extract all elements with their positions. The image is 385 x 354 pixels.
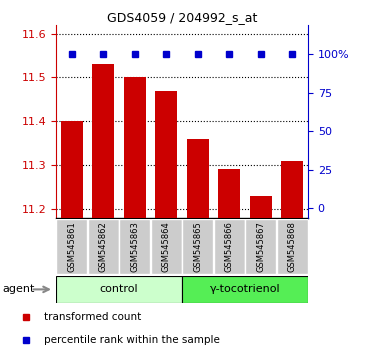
Bar [124,78,146,218]
Text: GSM545864: GSM545864 [162,222,171,272]
Title: GDS4059 / 204992_s_at: GDS4059 / 204992_s_at [107,11,257,24]
Text: GSM545863: GSM545863 [130,222,139,272]
Text: GSM545862: GSM545862 [99,222,108,272]
FancyBboxPatch shape [151,219,182,274]
Text: agent: agent [2,284,34,295]
FancyBboxPatch shape [182,219,213,274]
Text: GSM545866: GSM545866 [225,222,234,272]
Text: GSM545868: GSM545868 [288,222,297,272]
Bar [187,139,209,218]
Bar [155,91,177,218]
Text: transformed count: transformed count [44,312,141,322]
FancyBboxPatch shape [119,219,150,274]
Text: γ-tocotrienol: γ-tocotrienol [210,284,280,295]
Bar [218,170,240,218]
Text: GSM545865: GSM545865 [193,222,202,272]
Bar [250,196,272,218]
FancyBboxPatch shape [56,219,87,274]
FancyBboxPatch shape [245,219,276,274]
FancyBboxPatch shape [56,276,182,303]
Text: control: control [100,284,138,295]
FancyBboxPatch shape [87,219,119,274]
Bar [281,161,303,218]
FancyBboxPatch shape [214,219,245,274]
Bar [60,121,83,218]
Text: GSM545867: GSM545867 [256,222,265,272]
Bar [92,64,114,218]
FancyBboxPatch shape [277,219,308,274]
Text: percentile rank within the sample: percentile rank within the sample [44,335,220,345]
FancyBboxPatch shape [182,276,308,303]
Text: GSM545861: GSM545861 [67,222,76,272]
